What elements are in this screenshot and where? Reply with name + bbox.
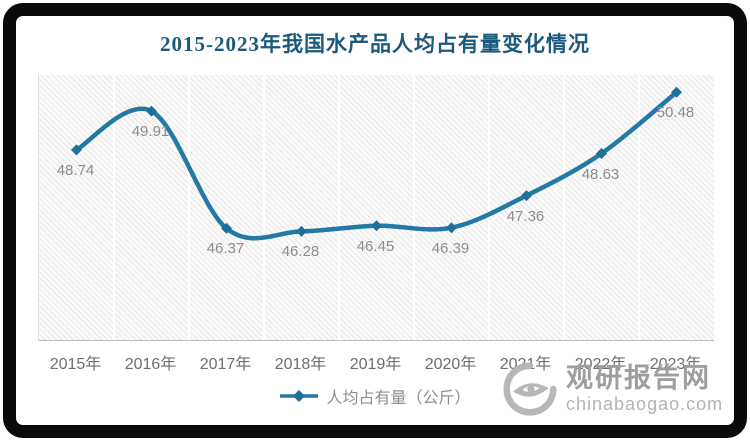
x-axis-tick-label: 2018年: [274, 356, 327, 373]
watermark: 观研报告网 chinabaogao.com: [502, 362, 723, 416]
data-label: 49.91: [131, 123, 170, 141]
x-axis-tick-label: 2023年: [649, 356, 702, 373]
x-axis-tick-label: 2016年: [124, 356, 177, 373]
legend-line-marker-icon: [280, 390, 319, 402]
legend-label: 人均占有量（公斤）: [326, 390, 471, 407]
data-label: 46.45: [356, 237, 395, 255]
eye-swirl-logo-icon: [503, 362, 557, 416]
data-label: 47.36: [506, 207, 545, 225]
x-axis-tick-label: 2017年: [199, 356, 252, 373]
legend: 人均占有量（公斤）: [0, 386, 750, 407]
data-label: 50.48: [656, 104, 695, 122]
data-label: 46.28: [281, 243, 320, 261]
x-axis-tick-label: 2015年: [49, 356, 102, 373]
watermark-name: 观研报告网: [566, 363, 711, 393]
watermark-domain: chinabaogao.com: [566, 394, 724, 414]
data-label: 46.39: [431, 239, 470, 257]
x-axis-tick-label: 2019年: [349, 356, 402, 373]
line-chart: [71, 75, 682, 340]
plot-area: [38, 75, 714, 341]
x-axis-tick-label: 2020年: [424, 356, 477, 373]
data-label: 48.63: [581, 165, 620, 183]
data-label: 46.37: [206, 240, 245, 258]
x-axis-tick-label: 2022年: [574, 356, 627, 373]
data-label: 48.74: [56, 161, 95, 179]
chart-title: 2015-2023年我国水产品人均占有量变化情况: [160, 32, 590, 56]
